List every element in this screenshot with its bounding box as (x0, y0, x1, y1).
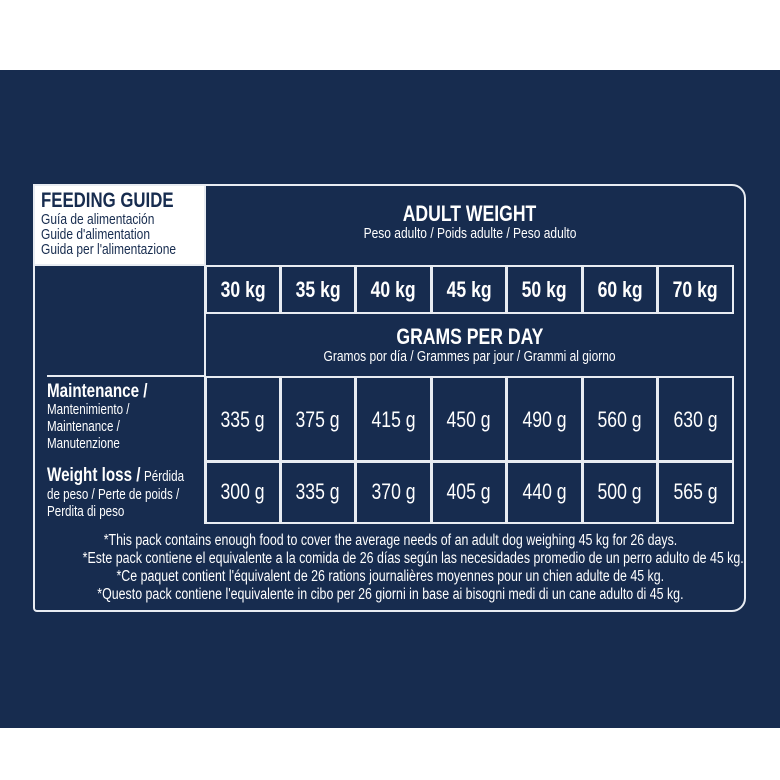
grams-per-day-subtitle: Gramos por día / Grammes par jour / Gram… (323, 348, 617, 365)
weight-loss-label-es-fr: de peso / Perte de poids / (47, 487, 180, 503)
adult-weight-title: ADULT WEIGHT (403, 201, 537, 226)
adult-weight-header: ADULT WEIGHT Peso adulto / Poids adulte … (206, 202, 734, 242)
grams-value: 450 g (446, 406, 492, 432)
adult-weight-subtitle: Peso adulto / Poids adulte / Peso adulto (363, 225, 577, 242)
maintenance-label: Maintenance / Mantenimiento / Maintenanc… (47, 382, 173, 453)
weight-loss-cell: 565 g (657, 460, 734, 524)
weight-loss-cell: 500 g (582, 460, 658, 524)
weight-value: 35 kg (295, 276, 341, 302)
feeding-guide-panel (0, 70, 780, 728)
grams-value: 500 g (597, 479, 643, 504)
grams-value: 300 g (220, 479, 266, 504)
footnote-es: *Este pack contiene el equivalente a la … (82, 550, 744, 567)
grams-value: 490 g (522, 406, 567, 432)
weight-loss-label-es-start: Pérdida (144, 469, 185, 485)
weight-cell: 45 kg (431, 265, 507, 314)
left-column-divider (204, 186, 206, 524)
footnote-it: *Questo pack contiene l'equivalente in c… (96, 586, 684, 603)
maintenance-label-en: Maintenance / (47, 381, 148, 402)
weight-loss-cell: 440 g (506, 460, 583, 524)
grams-value: 335 g (295, 479, 341, 504)
subtitle-it: Guida per l'alimentazione (41, 241, 177, 258)
maintenance-cell: 450 g (431, 376, 507, 463)
title-divider (35, 264, 206, 266)
footnote-en: *This pack contains enough food to cover… (103, 532, 677, 549)
weight-cell: 60 kg (582, 265, 658, 314)
weight-value: 50 kg (521, 276, 567, 302)
maintenance-cell: 630 g (657, 376, 734, 463)
title: FEEDING GUIDE (41, 189, 174, 212)
subtitle-es: Guía de alimentación (41, 211, 155, 228)
weight-loss-cell: 300 g (205, 460, 281, 524)
maintenance-label-fr: Maintenance / (47, 419, 120, 435)
weight-cell: 40 kg (355, 265, 432, 314)
grams-value: 370 g (371, 479, 416, 504)
grams-value: 375 g (295, 406, 341, 432)
label-divider (47, 375, 206, 377)
grams-value: 335 g (220, 406, 266, 432)
weight-loss-label-it: Perdita di peso (47, 504, 125, 520)
weight-cell: 70 kg (657, 265, 734, 314)
grams-value: 630 g (673, 406, 718, 432)
footnote-fr: *Ce paquet contient l'équivalent de 26 r… (116, 568, 664, 585)
weight-cell: 35 kg (280, 265, 356, 314)
weight-value: 40 kg (370, 276, 416, 302)
weight-loss-label-en: Weight loss / (47, 465, 141, 486)
weight-loss-cell: 370 g (355, 460, 432, 524)
grams-value: 415 g (371, 406, 416, 432)
feeding-guide-title-box: FEEDING GUIDE Guía de alimentación Guide… (35, 186, 205, 265)
grams-per-day-title: GRAMS PER DAY (396, 324, 544, 349)
weight-value: 30 kg (220, 276, 266, 302)
weight-loss-cell: 405 g (431, 460, 507, 524)
maintenance-cell: 415 g (355, 376, 432, 463)
grams-value: 440 g (522, 479, 567, 504)
weight-value: 60 kg (597, 276, 643, 302)
weight-loss-cell: 335 g (280, 460, 356, 524)
grams-per-day-header: GRAMS PER DAY Gramos por día / Grammes p… (206, 325, 734, 365)
feeding-table-border (33, 184, 746, 612)
maintenance-cell: 335 g (205, 376, 281, 463)
maintenance-cell: 490 g (506, 376, 583, 463)
weight-cell: 50 kg (506, 265, 583, 314)
weight-value: 70 kg (672, 276, 718, 302)
weight-value: 45 kg (446, 276, 492, 302)
grams-value: 565 g (673, 479, 718, 504)
maintenance-cell: 560 g (582, 376, 658, 463)
grams-value: 405 g (446, 479, 492, 504)
weight-cell: 30 kg (205, 265, 281, 314)
weight-loss-label: Weight loss / Pérdida de peso / Perte de… (47, 466, 218, 521)
grams-value: 560 g (597, 406, 643, 432)
maintenance-label-it: Manutenzione (47, 436, 120, 452)
maintenance-cell: 375 g (280, 376, 356, 463)
maintenance-label-es: Mantenimiento / (47, 402, 130, 418)
subtitle-fr: Guide d'alimentation (41, 226, 151, 243)
